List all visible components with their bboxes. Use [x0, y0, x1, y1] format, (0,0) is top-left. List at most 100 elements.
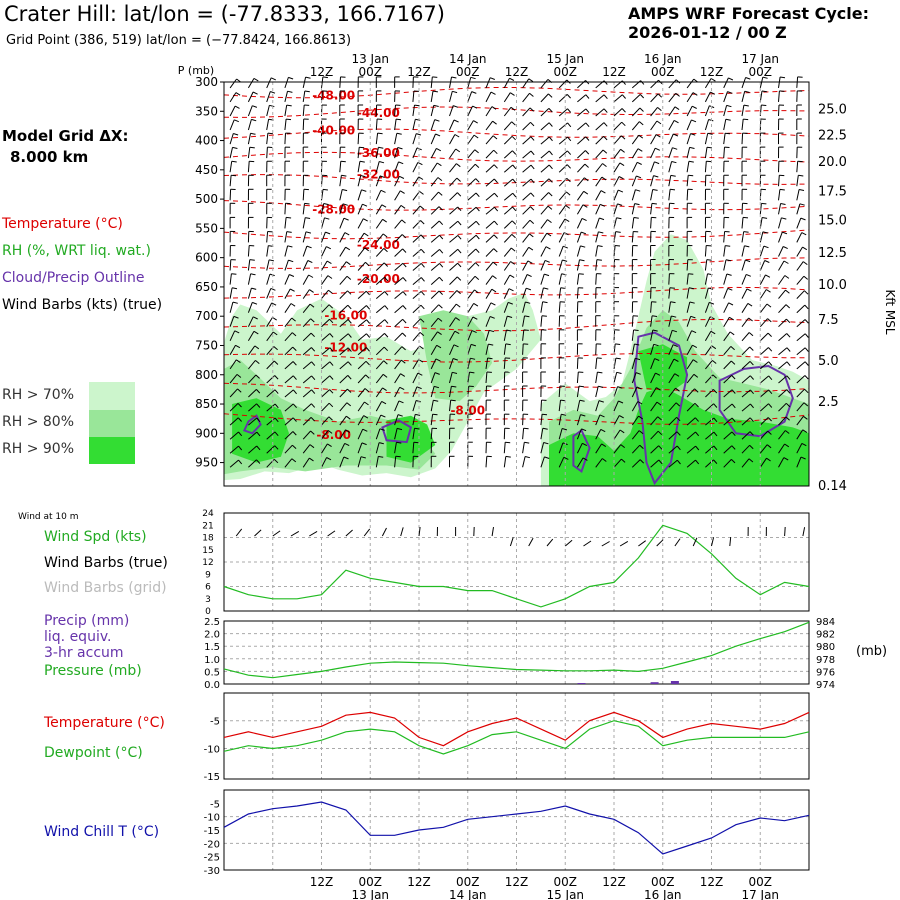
- wind-barb-flag: [583, 190, 589, 195]
- wind-barb-flag: [578, 385, 584, 388]
- wind-barb-flag: [511, 135, 516, 141]
- wind-barb-flag: [310, 332, 315, 338]
- wind-barb: [503, 442, 506, 454]
- wind-barb-flag: [651, 202, 657, 205]
- wind-barb: [485, 371, 488, 384]
- wind-barb: [321, 402, 330, 412]
- wind-barb-flag: [708, 287, 714, 290]
- wind-barb: [778, 289, 786, 299]
- wind-barb: [540, 442, 545, 454]
- wind-barb-flag: [456, 276, 462, 281]
- wind-barb: [449, 344, 455, 356]
- wind-barb-flag: [542, 427, 548, 430]
- legend-rh80-swatch: [89, 410, 135, 437]
- wind-barb-flag: [657, 416, 662, 421]
- wind-barb-flag: [581, 217, 587, 222]
- wind-barb-flag: [582, 457, 588, 461]
- wind-barb-flag: [402, 262, 407, 268]
- wind-barb-flag: [289, 274, 295, 277]
- wind-tick-label: 12: [202, 558, 213, 568]
- wind-barb: [778, 304, 787, 314]
- wind-barb-flag: [396, 441, 402, 444]
- wind-barb: [229, 92, 237, 103]
- wind-barb: [449, 330, 456, 342]
- wind-barb-flag: [748, 332, 754, 337]
- wind-barb: [412, 332, 421, 342]
- wind-barb: [412, 277, 422, 285]
- wind-barb: [741, 346, 751, 356]
- wind-barb-flag: [457, 192, 462, 197]
- wind-barb: [540, 315, 543, 327]
- wind-barb-flag: [273, 346, 278, 351]
- wind-barb: [339, 175, 342, 187]
- wind-barb: [412, 105, 415, 117]
- wind-barb: [796, 161, 799, 173]
- wind-barb: [576, 231, 582, 243]
- wind-barb-flag: [580, 245, 586, 248]
- wind-barb-flag: [548, 164, 553, 170]
- wind-barb-flag: [493, 248, 498, 253]
- wind-barb-flag: [365, 360, 370, 366]
- wind-barb-flag: [635, 372, 641, 375]
- wind-barb-flag: [414, 104, 420, 107]
- wind-barb-flag: [530, 150, 535, 156]
- legend-rh70-swatch: [89, 382, 135, 410]
- wind-barb: [723, 231, 726, 243]
- surface-wind-barb: [345, 529, 353, 537]
- wind-barb-flag: [711, 345, 717, 350]
- wind-barb: [467, 262, 476, 271]
- wind-barb: [339, 456, 345, 468]
- wind-barb: [394, 147, 399, 159]
- wind-barb: [321, 318, 330, 328]
- wind-barb-flag: [510, 92, 515, 96]
- dewpoint-label: Dewpoint (°C): [44, 745, 143, 761]
- isotherm-label: -40.00: [312, 124, 355, 138]
- precip-label: Precip (mm): [44, 613, 129, 629]
- wind-barb-flag: [434, 119, 440, 122]
- pressure-tick-label: 650: [195, 280, 218, 294]
- wind-barb-flag: [457, 206, 462, 212]
- wind-barb-flag: [561, 428, 568, 431]
- pressure-right-tick-label: 974: [816, 680, 835, 691]
- wind-barb-flag: [509, 274, 515, 279]
- wind-barb-flag: [560, 399, 566, 402]
- wind-barb: [631, 430, 640, 440]
- surface-wind-barb: [309, 530, 318, 537]
- wind-barb-flag: [765, 274, 771, 278]
- time-tick-label-bottom: 12Z: [602, 875, 626, 889]
- wind-barb-flag: [585, 108, 590, 114]
- wind-barb-flag: [692, 359, 698, 363]
- wind-barb-flag: [750, 403, 754, 409]
- wind-barb-flag: [474, 149, 479, 154]
- wind-barb-flag: [274, 445, 279, 450]
- wind-barb: [650, 387, 657, 398]
- wind-barb: [412, 234, 422, 243]
- wind-barb-flag: [761, 90, 767, 93]
- wind-barb: [686, 344, 693, 356]
- wind-barb: [595, 231, 599, 243]
- wind-barb-flag: [438, 206, 443, 211]
- wind-barb-flag: [420, 318, 425, 323]
- wind-panel-frame: [223, 512, 810, 612]
- time-tick-label-top: 00Z: [359, 65, 383, 79]
- wind-barb: [266, 403, 276, 412]
- wind-barb-flag: [383, 346, 389, 352]
- wind-barb: [686, 359, 694, 370]
- wind-barb: [522, 136, 532, 145]
- wind-barb: [394, 161, 399, 173]
- wind-barb-flag: [548, 178, 553, 183]
- wind-chill-tick-label: -5: [210, 799, 220, 810]
- wind-barb: [449, 414, 451, 426]
- pressure-tick-label: 800: [195, 368, 218, 382]
- wind-barb-flag: [619, 415, 624, 419]
- wind-barb: [686, 388, 695, 398]
- wind-barb-flag: [347, 319, 352, 324]
- wind-barb: [558, 428, 563, 440]
- wind-barb: [357, 276, 367, 285]
- model-grid-label: Model Grid ΔX:: [2, 127, 129, 145]
- wind-barb-flag: [512, 150, 517, 155]
- wind-barb-flag: [329, 361, 334, 366]
- wind-barb-flag: [779, 90, 785, 92]
- wind-barb-flag: [636, 161, 642, 165]
- wind-barb: [467, 206, 477, 215]
